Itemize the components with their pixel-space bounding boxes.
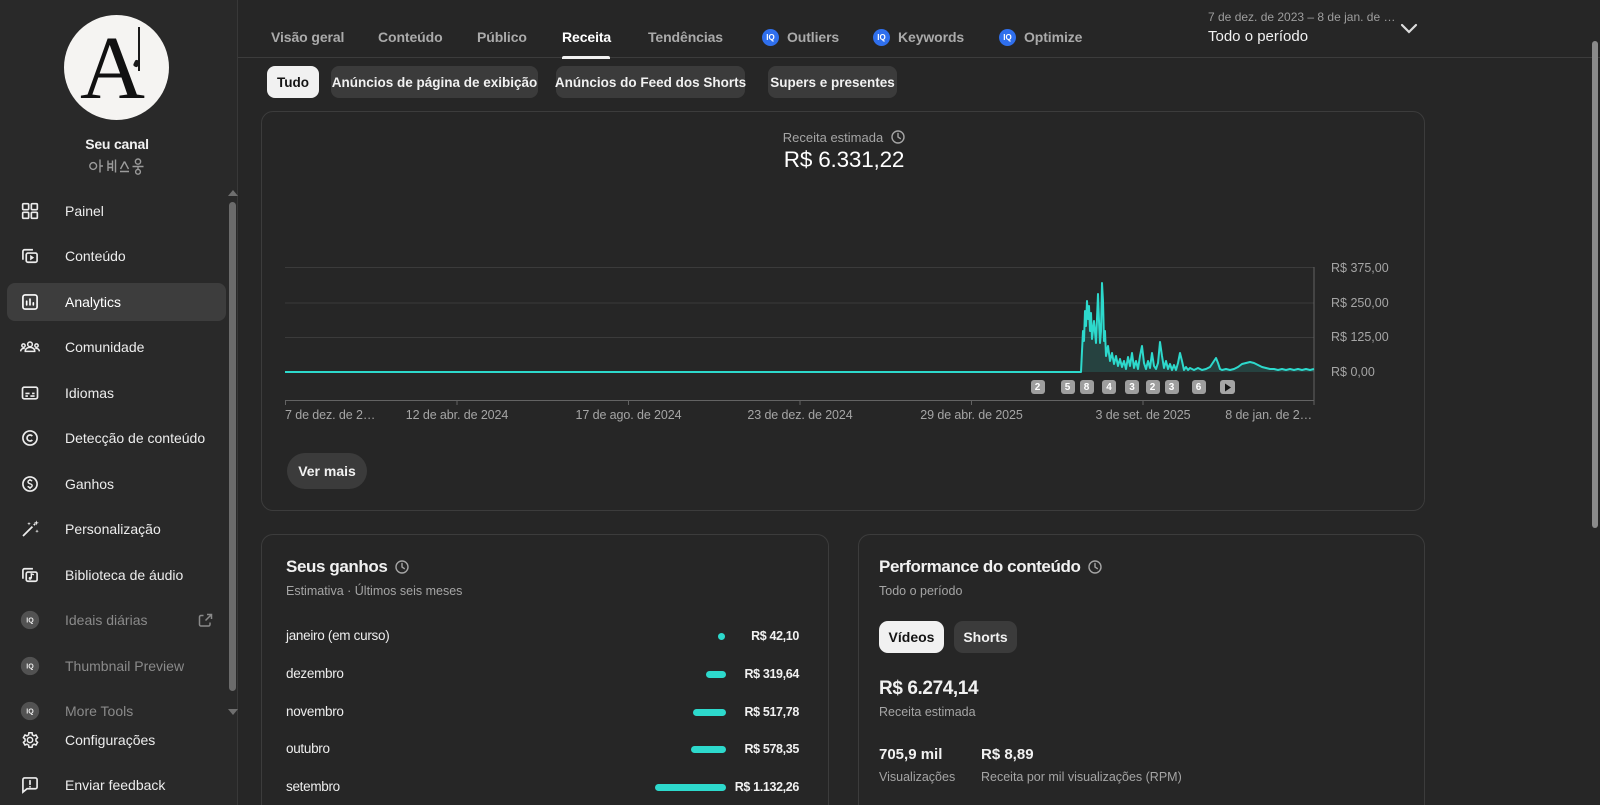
svg-text:IQ: IQ bbox=[26, 617, 34, 625]
svg-text:IQ: IQ bbox=[26, 663, 34, 671]
svg-text:IQ: IQ bbox=[26, 708, 34, 716]
